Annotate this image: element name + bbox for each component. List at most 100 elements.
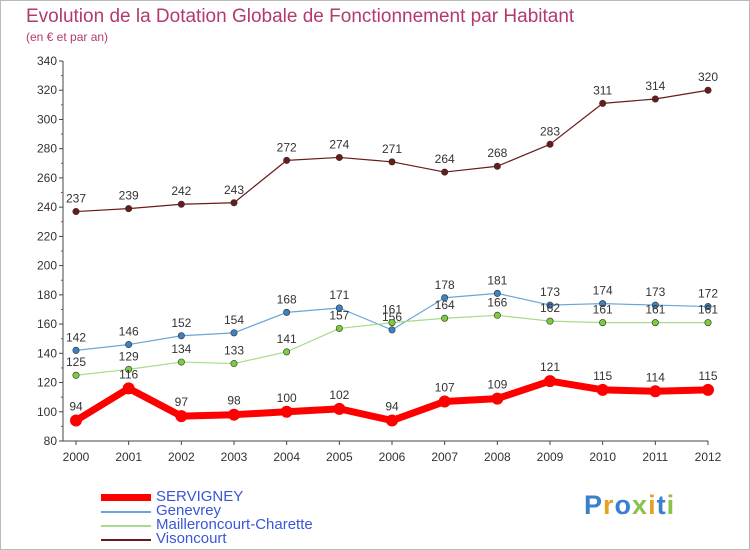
data-point-mailleroncourt-charette	[599, 319, 607, 327]
data-point-genevrey	[72, 346, 80, 354]
data-label-visoncourt: 243	[224, 183, 244, 197]
y-tick-label: 140	[37, 346, 57, 360]
data-label-mailleroncourt-charette: 161	[593, 303, 613, 317]
data-label-mailleroncourt-charette: 141	[277, 332, 297, 346]
data-label-genevrey: 171	[329, 288, 349, 302]
data-label-visoncourt: 272	[277, 140, 297, 154]
logo-letter: o	[614, 490, 633, 520]
x-tick-label: 2010	[589, 450, 616, 464]
data-label-mailleroncourt-charette: 161	[698, 303, 718, 317]
data-point-genevrey	[441, 294, 449, 302]
data-label-genevrey: 152	[171, 316, 191, 330]
data-point-servigney	[386, 414, 398, 427]
y-tick-label: 200	[37, 259, 57, 273]
data-label-servigney: 107	[435, 381, 455, 395]
y-tick-label: 260	[37, 171, 57, 185]
y-tick-label: 340	[37, 54, 57, 68]
logo-letter: x	[632, 490, 649, 520]
data-point-mailleroncourt-charette	[72, 371, 80, 379]
data-label-genevrey: 154	[224, 313, 244, 327]
data-label-mailleroncourt-charette: 157	[329, 308, 349, 322]
data-point-mailleroncourt-charette	[388, 319, 396, 327]
data-label-mailleroncourt-charette: 166	[487, 295, 507, 309]
legend-label: Visoncourt	[156, 530, 227, 547]
data-label-mailleroncourt-charette: 162	[540, 301, 560, 315]
x-tick-label: 2000	[63, 450, 90, 464]
data-label-genevrey: 181	[487, 273, 507, 287]
data-point-mailleroncourt-charette	[704, 319, 712, 327]
data-point-servigney	[544, 375, 556, 388]
data-label-mailleroncourt-charette: 161	[645, 303, 665, 317]
data-point-servigney	[596, 383, 609, 396]
proxiti-logo: Proxiti	[584, 490, 675, 521]
data-point-mailleroncourt-charette	[230, 360, 238, 368]
data-point-servigney	[122, 382, 135, 395]
logo-letter: t	[656, 490, 667, 520]
x-tick-label: 2002	[168, 450, 195, 464]
data-point-genevrey	[651, 301, 659, 309]
y-tick-label: 80	[44, 434, 58, 448]
logo-letter: P	[584, 490, 604, 520]
data-label-servigney: 102	[329, 388, 349, 402]
legend-label: SERVIGNEY	[156, 488, 244, 505]
data-label-visoncourt: 320	[698, 70, 718, 84]
data-label-servigney: 98	[227, 394, 241, 408]
data-point-mailleroncourt-charette	[125, 365, 133, 373]
data-point-visoncourt	[493, 162, 501, 170]
data-point-servigney	[333, 402, 346, 415]
x-tick-label: 2011	[642, 450, 668, 464]
data-point-mailleroncourt-charette	[283, 348, 291, 356]
logo-letter: r	[603, 490, 615, 520]
x-tick-label: 2001	[115, 450, 142, 464]
data-label-genevrey: 173	[540, 285, 560, 299]
data-point-genevrey	[546, 301, 554, 309]
data-point-genevrey	[599, 300, 607, 308]
data-point-servigney	[438, 395, 451, 408]
data-label-visoncourt: 268	[487, 146, 507, 160]
data-point-visoncourt	[335, 153, 343, 161]
data-point-genevrey	[177, 332, 185, 340]
data-point-servigney	[70, 414, 82, 427]
data-label-visoncourt: 311	[593, 83, 612, 97]
data-label-genevrey: 173	[645, 285, 665, 299]
data-point-mailleroncourt-charette	[493, 311, 501, 319]
legend-swatch	[101, 525, 151, 527]
data-point-visoncourt	[651, 95, 659, 103]
x-tick-label: 2003	[221, 450, 248, 464]
data-point-visoncourt	[388, 158, 396, 166]
data-point-servigney	[175, 410, 188, 423]
y-tick-label: 280	[37, 142, 57, 156]
x-tick-label: 2008	[484, 450, 511, 464]
data-label-servigney: 116	[119, 367, 138, 381]
x-tick-label: 2007	[431, 450, 458, 464]
data-point-genevrey	[493, 289, 501, 297]
y-tick-label: 300	[37, 112, 57, 126]
data-point-servigney	[702, 383, 714, 396]
data-label-mailleroncourt-charette: 129	[119, 349, 139, 363]
data-label-servigney: 115	[593, 369, 612, 383]
y-tick-label: 120	[37, 376, 57, 390]
data-label-genevrey: 168	[277, 292, 297, 306]
data-point-servigney	[228, 408, 240, 421]
logo-letter: i	[648, 490, 657, 520]
data-label-genevrey: 178	[435, 278, 455, 292]
x-tick-label: 2012	[695, 450, 722, 464]
legend-swatch	[101, 511, 151, 513]
y-tick-label: 240	[37, 200, 57, 214]
data-label-genevrey: 156	[382, 310, 402, 324]
data-point-genevrey	[125, 341, 133, 349]
legend-swatch	[101, 539, 151, 541]
data-point-visoncourt	[125, 205, 133, 213]
data-point-genevrey	[335, 304, 343, 312]
data-point-servigney	[649, 385, 662, 398]
data-label-genevrey: 172	[698, 287, 718, 301]
data-point-visoncourt	[546, 140, 554, 148]
data-point-visoncourt	[599, 99, 607, 107]
data-label-visoncourt: 271	[382, 142, 402, 156]
y-tick-label: 320	[37, 83, 57, 97]
data-point-visoncourt	[72, 208, 80, 216]
data-label-servigney: 100	[277, 391, 297, 405]
data-point-visoncourt	[177, 200, 185, 208]
data-point-genevrey	[283, 308, 291, 316]
